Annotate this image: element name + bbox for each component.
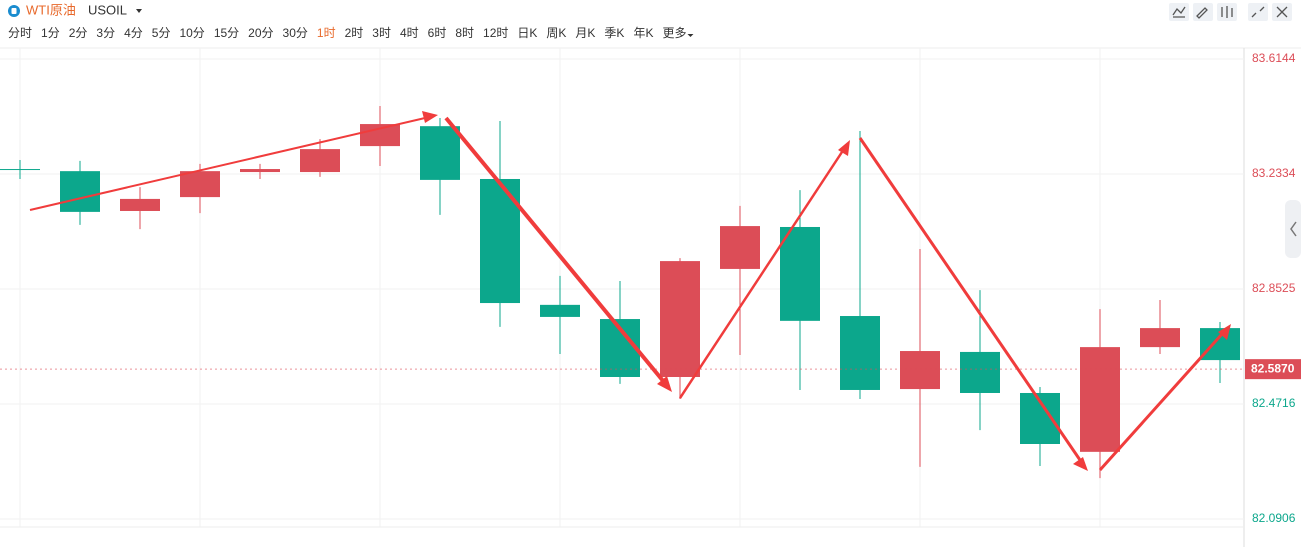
tool-icons <box>1169 3 1292 21</box>
candle-body <box>900 351 940 390</box>
dropdown-arrow[interactable] <box>136 9 142 13</box>
period-tab[interactable]: 日K <box>517 26 537 40</box>
current-price-box <box>1245 359 1301 380</box>
period-tab[interactable]: 月K <box>575 26 595 40</box>
candle-body <box>540 304 580 317</box>
candle-body <box>420 126 460 180</box>
candle-body <box>1080 347 1120 452</box>
y-tick-label: 83.2334 <box>1252 166 1296 180</box>
y-tick-label: 82.8525 <box>1252 281 1296 295</box>
y-tick-label: 82.4716 <box>1252 396 1296 410</box>
candle-body <box>60 171 100 212</box>
candle-body <box>360 124 400 147</box>
candle-body <box>660 261 700 377</box>
period-tab[interactable]: 20分 <box>248 26 273 40</box>
period-tab[interactable]: 年K <box>633 26 653 40</box>
tool-button[interactable] <box>1248 3 1268 21</box>
period-tab[interactable]: 2分 <box>69 26 88 40</box>
period-tab[interactable]: 4分 <box>124 26 143 40</box>
period-tab[interactable]: 周K <box>546 26 566 40</box>
candle-body <box>300 149 340 173</box>
period-tab[interactable]: 1时 <box>317 26 336 40</box>
period-tab[interactable]: 3时 <box>372 26 391 40</box>
candle-body <box>180 171 220 198</box>
period-tab[interactable]: 4时 <box>400 26 419 40</box>
dropdown-arrow[interactable] <box>687 34 694 37</box>
current-price-label: 82.5870 <box>1251 361 1295 375</box>
period-tab[interactable]: 3分 <box>96 26 115 40</box>
candle-body <box>720 226 760 269</box>
trend-arrows <box>29 111 1231 472</box>
period-tab[interactable]: 季K <box>604 26 624 40</box>
candle-body <box>120 198 160 211</box>
candle-body <box>840 316 880 390</box>
y-tick-label: 83.6144 <box>1252 51 1296 65</box>
period-tab[interactable]: 5分 <box>152 26 171 40</box>
tool-button[interactable] <box>1193 3 1213 21</box>
candle-body <box>960 351 1000 393</box>
period-tab[interactable]: 分时 <box>8 26 32 40</box>
candle-body <box>780 226 820 321</box>
tool-button[interactable] <box>1169 3 1189 21</box>
side-handle[interactable] <box>1285 200 1301 258</box>
period-tab[interactable]: 1分 <box>41 26 60 40</box>
period-tab[interactable]: 10分 <box>179 26 204 40</box>
symbol-code[interactable]: USOIL <box>88 2 127 17</box>
period-tab[interactable]: 更多 <box>662 26 686 40</box>
symbol-name[interactable]: WTI原油 <box>26 2 76 17</box>
period-tab[interactable]: 8时 <box>455 26 474 40</box>
y-tick-label: 82.0906 <box>1252 511 1296 525</box>
candle-body <box>0 169 40 171</box>
period-tab[interactable]: 30分 <box>283 26 308 40</box>
period-tab[interactable]: 6时 <box>428 26 447 40</box>
candle-body <box>1140 328 1180 348</box>
period-tab[interactable]: 15分 <box>214 26 239 40</box>
period-tab[interactable]: 2时 <box>345 26 364 40</box>
period-tab[interactable]: 12时 <box>483 26 508 40</box>
symbol-icon-inner <box>11 8 17 14</box>
candle-body <box>240 169 280 173</box>
